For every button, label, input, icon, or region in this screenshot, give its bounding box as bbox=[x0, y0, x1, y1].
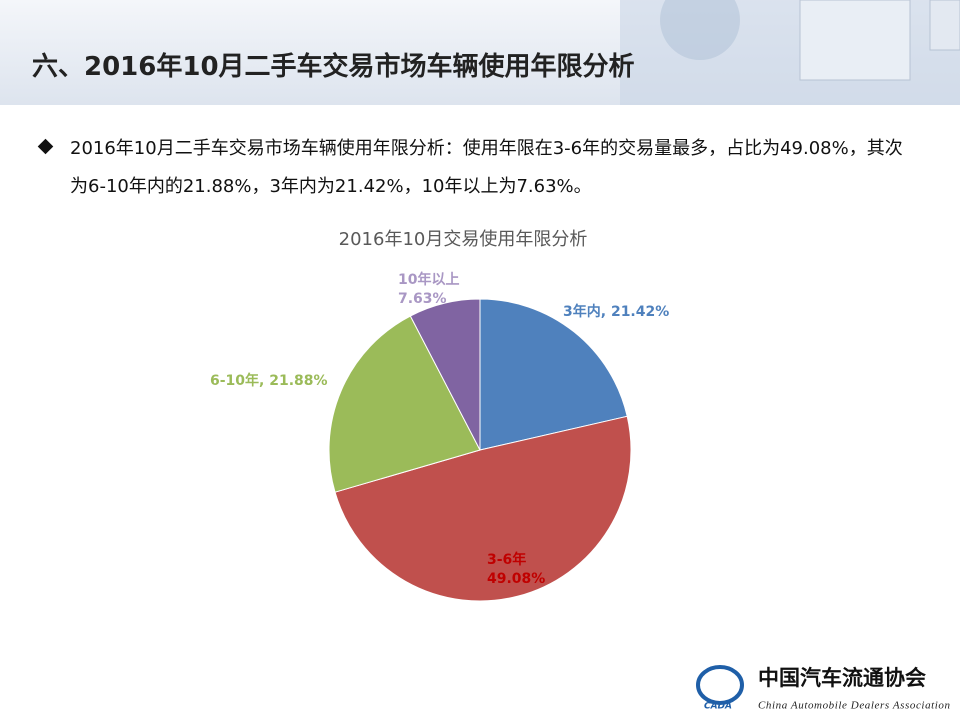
data-label: 3年内, 21.42% bbox=[563, 303, 669, 320]
data-label: 6-10年, 21.88% bbox=[210, 372, 328, 389]
org-cn: 中国汽车流通协会 bbox=[758, 666, 926, 690]
data-label-value: 21.88% bbox=[269, 373, 327, 389]
data-label-value: 7.63% bbox=[398, 291, 447, 307]
footer-logo: CADA 中国汽车流通协会 China Automobile Dealers A… bbox=[696, 665, 951, 712]
data-label-category: 3年内 bbox=[563, 303, 601, 320]
slide-title: 六、2016年10月二手车交易市场车辆使用年限分析 bbox=[32, 52, 635, 82]
header-band: 六、2016年10月二手车交易市场车辆使用年限分析 bbox=[0, 0, 960, 105]
data-label-category: 10年以上 bbox=[398, 271, 459, 288]
pie-slice bbox=[479, 298, 628, 451]
org-en: China Automobile Dealers Association bbox=[758, 700, 951, 712]
data-label-separator: , bbox=[601, 304, 611, 320]
data-label-category: 3-6年 bbox=[487, 551, 526, 568]
pie-slice bbox=[328, 315, 481, 493]
data-label-value: 49.08% bbox=[487, 571, 545, 587]
data-label-value: 21.42% bbox=[611, 304, 669, 320]
paragraph: 2016年10月二手车交易市场车辆使用年限分析：使用年限在3-6年的交易量最多，… bbox=[70, 138, 903, 197]
data-label-category: 6-10年 bbox=[210, 372, 259, 389]
pie-slice bbox=[334, 415, 632, 602]
header-art bbox=[620, 0, 960, 105]
chart-title: 2016年10月交易使用年限分析 bbox=[339, 229, 588, 250]
pie-slice bbox=[409, 298, 481, 451]
logo-text: CADA bbox=[704, 702, 732, 712]
data-label-separator: , bbox=[259, 373, 269, 389]
